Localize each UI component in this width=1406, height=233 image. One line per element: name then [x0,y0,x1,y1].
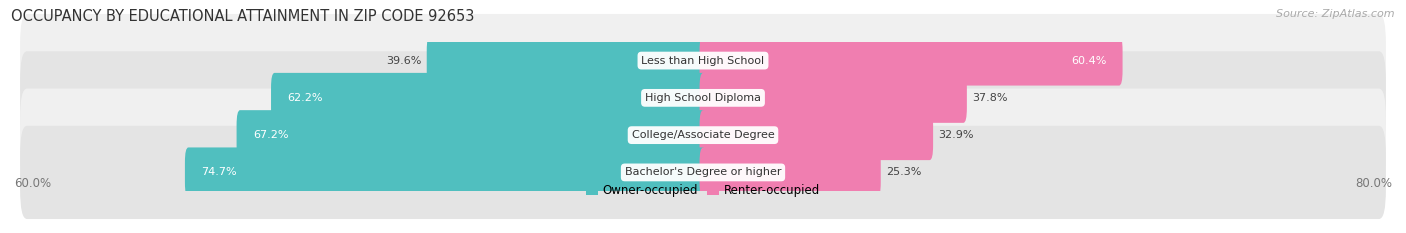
FancyBboxPatch shape [236,110,706,160]
FancyBboxPatch shape [20,14,1386,107]
FancyBboxPatch shape [271,73,706,123]
Text: OCCUPANCY BY EDUCATIONAL ATTAINMENT IN ZIP CODE 92653: OCCUPANCY BY EDUCATIONAL ATTAINMENT IN Z… [11,9,475,24]
Text: 25.3%: 25.3% [886,168,921,177]
Text: High School Diploma: High School Diploma [645,93,761,103]
Text: 80.0%: 80.0% [1355,177,1392,190]
FancyBboxPatch shape [700,36,1122,86]
Text: Source: ZipAtlas.com: Source: ZipAtlas.com [1277,9,1395,19]
Legend: Owner-occupied, Renter-occupied: Owner-occupied, Renter-occupied [586,184,820,197]
Text: Bachelor's Degree or higher: Bachelor's Degree or higher [624,168,782,177]
Text: 67.2%: 67.2% [253,130,288,140]
FancyBboxPatch shape [700,73,967,123]
FancyBboxPatch shape [700,110,934,160]
FancyBboxPatch shape [427,36,706,86]
Text: 39.6%: 39.6% [387,56,422,65]
FancyBboxPatch shape [20,51,1386,144]
Text: Less than High School: Less than High School [641,56,765,65]
FancyBboxPatch shape [20,89,1386,182]
FancyBboxPatch shape [186,147,706,197]
Text: 60.0%: 60.0% [14,177,51,190]
Text: 62.2%: 62.2% [287,93,323,103]
FancyBboxPatch shape [700,147,880,197]
Text: College/Associate Degree: College/Associate Degree [631,130,775,140]
Text: 60.4%: 60.4% [1071,56,1107,65]
Text: 37.8%: 37.8% [972,93,1008,103]
FancyBboxPatch shape [20,126,1386,219]
Text: 74.7%: 74.7% [201,168,236,177]
Text: 32.9%: 32.9% [938,130,974,140]
